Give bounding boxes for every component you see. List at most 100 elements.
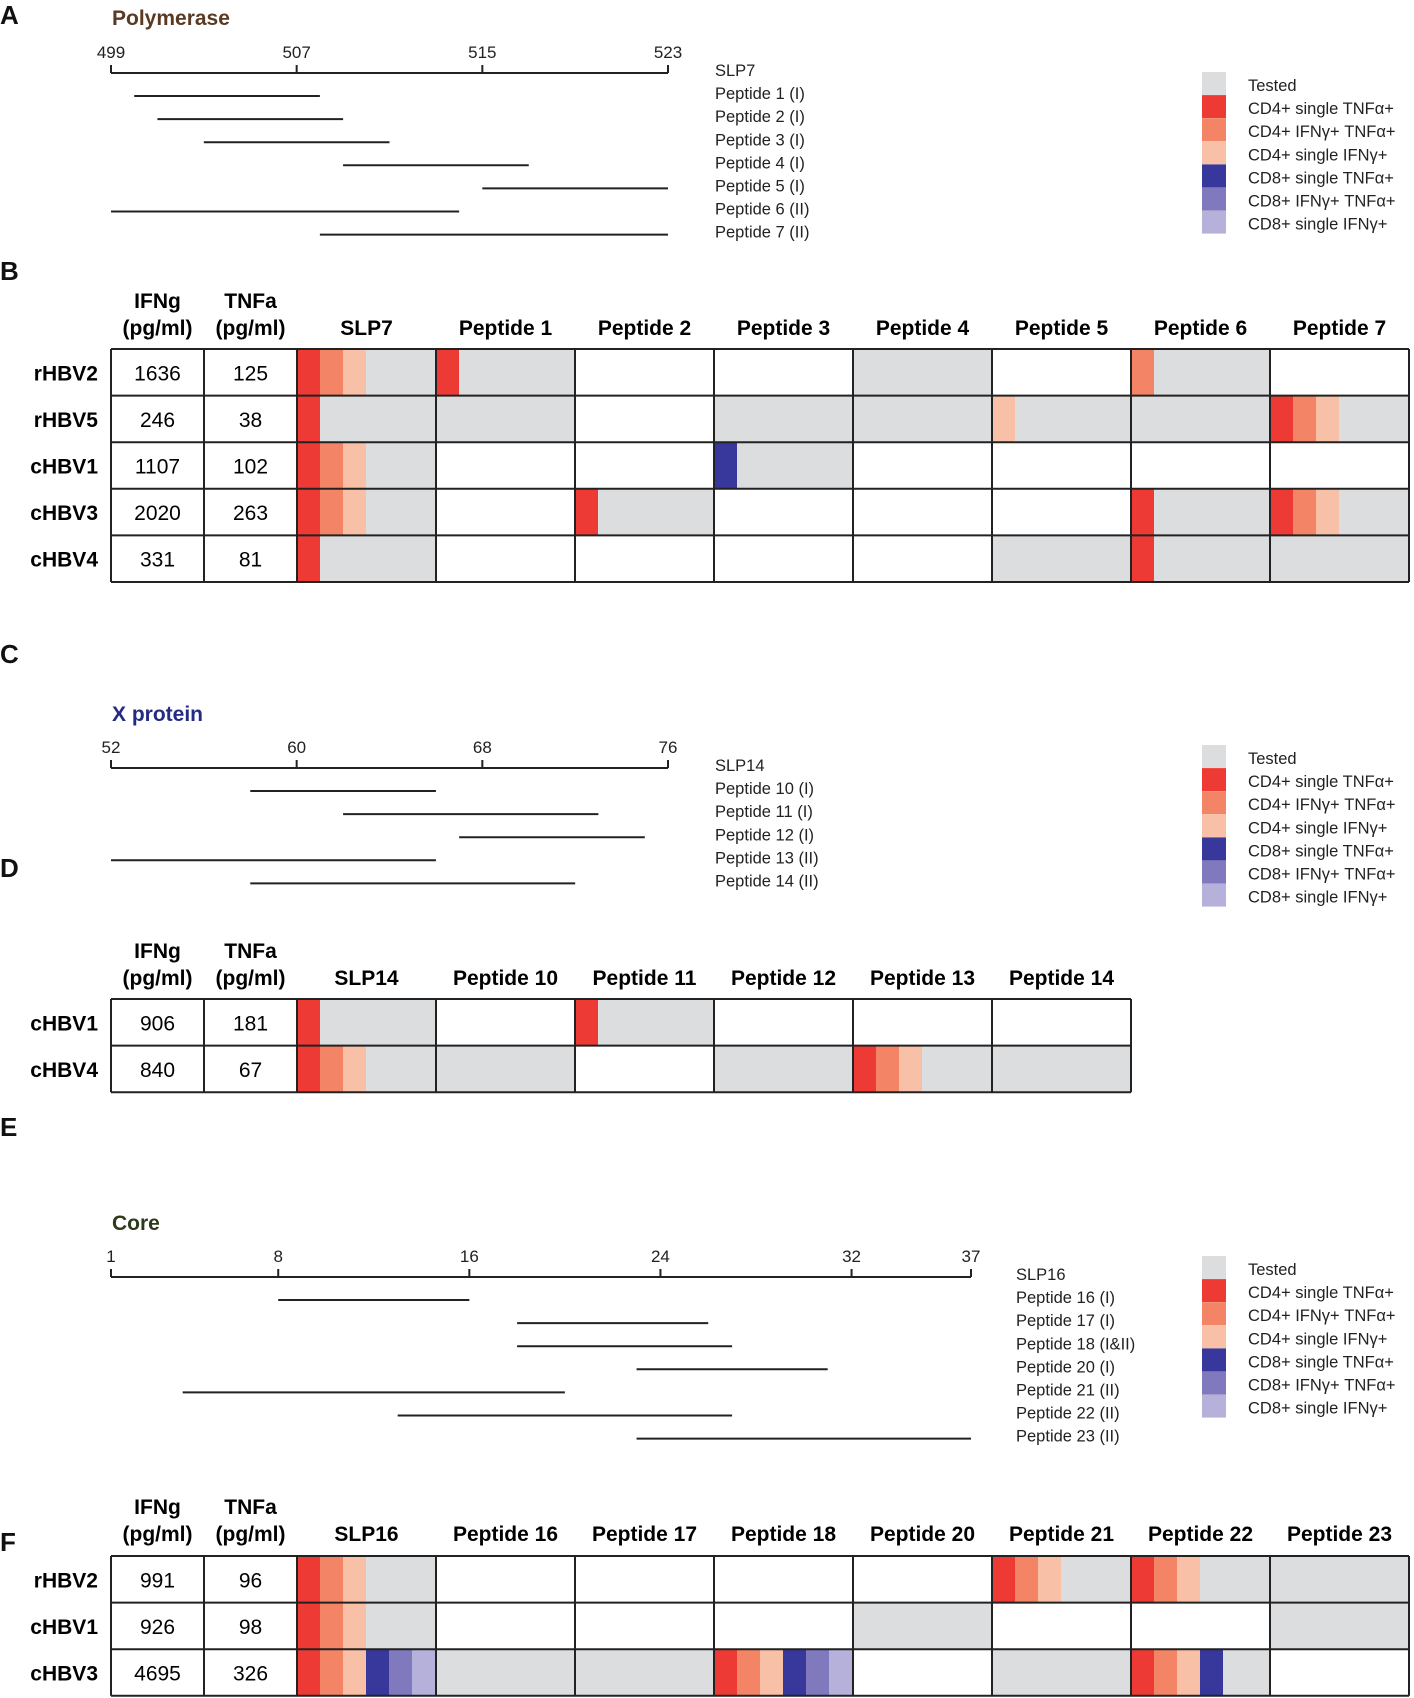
response-mark-cd4_ifng_tnfa <box>320 349 343 396</box>
heatmap-cell <box>1131 395 1270 443</box>
heatmap-cell <box>992 999 1131 1046</box>
tnfa-value: 81 <box>239 549 262 572</box>
peptide-span-label: Peptide 1 (I) <box>715 85 805 103</box>
response-mark-cd4_single_tnfa <box>1131 535 1154 582</box>
response-mark-cd4_single_tnfa <box>297 395 320 443</box>
column-header: Peptide 6 <box>1154 317 1247 340</box>
legend-swatch-cd4_single_tnfa-c <box>1202 768 1226 792</box>
legend-label-cd8_single_ifng-e: CD8+ single IFNγ+ <box>1248 1400 1387 1418</box>
heatmap-cell <box>575 349 714 396</box>
ifng-value: 840 <box>140 1059 175 1082</box>
column-header: Peptide 11 <box>593 967 697 990</box>
legend-swatch-cd4_single_tnfa-e <box>1202 1279 1226 1303</box>
heatmap-cell <box>575 488 714 536</box>
column-header: Peptide 17 <box>592 1523 697 1546</box>
legend-label-tested-a: Tested <box>1248 77 1297 95</box>
response-mark-cd4_single_ifng <box>1177 1556 1200 1603</box>
response-mark-cd4_single_ifng <box>343 488 366 536</box>
peptide-span-label: Peptide 4 (I) <box>715 154 805 172</box>
response-mark-cd4_single_tnfa <box>1270 488 1293 536</box>
response-mark-cd4_single_tnfa <box>714 1649 737 1696</box>
tnfa-value: 96 <box>239 1569 262 1592</box>
legend-swatch-cd8_single_ifng-e <box>1202 1394 1226 1418</box>
legend-label-cd8_single_tnfa-e: CD8+ single TNFα+ <box>1248 1353 1394 1371</box>
response-mark-cd4_single_ifng <box>343 442 366 489</box>
heatmap-cell <box>992 488 1131 536</box>
column-header: Peptide 10 <box>453 967 558 990</box>
response-mark-cd8_single_tnfa <box>714 442 737 489</box>
legend-swatch-cd8_ifng_tnfa-e <box>1202 1371 1226 1395</box>
peptide-span-label: Peptide 23 (II) <box>1016 1428 1120 1446</box>
peptide-span-label: Peptide 18 (I&II) <box>1016 1335 1135 1353</box>
legend-swatch-cd8_single_tnfa-a <box>1202 164 1226 188</box>
response-mark-cd4_single_tnfa <box>1131 488 1154 536</box>
legend-swatch-cd8_ifng_tnfa-a <box>1202 187 1226 211</box>
response-mark-cd8_single_ifng <box>829 1649 852 1696</box>
axis-tick-label: 68 <box>473 738 492 757</box>
response-mark-cd4_ifng_tnfa <box>876 1045 899 1093</box>
heatmap-cell <box>297 395 436 443</box>
legend-swatch-cd4_ifng_tnfa-e <box>1202 1302 1226 1326</box>
tnfa-unit-header: (pg/ml) <box>216 1523 286 1546</box>
heatmap-cell <box>575 442 714 489</box>
column-header: Peptide 2 <box>598 317 691 340</box>
response-mark-cd4_single_ifng <box>1316 395 1339 443</box>
response-mark-cd4_ifng_tnfa <box>737 1649 760 1696</box>
response-mark-cd4_single_tnfa <box>1270 395 1293 443</box>
legend-swatch-cd4_ifng_tnfa-a <box>1202 118 1226 142</box>
ifng-value: 1107 <box>135 456 180 479</box>
heatmap-cell <box>853 999 992 1046</box>
heatmap-cell <box>575 1045 714 1093</box>
response-mark-cd4_single_tnfa <box>297 442 320 489</box>
heatmap-cell <box>1270 535 1409 582</box>
heatmap-cell <box>1131 535 1270 582</box>
heatmap-cell <box>1270 442 1409 489</box>
row-name: cHBV1 <box>30 1012 98 1035</box>
response-mark-cd4_ifng_tnfa <box>1154 1649 1177 1696</box>
map-header-label-c: SLP14 <box>715 757 765 775</box>
axis-tick-label: 1 <box>106 1247 115 1266</box>
response-mark-cd4_single_ifng <box>760 1649 783 1696</box>
heatmap-cell <box>575 999 714 1046</box>
response-mark-cd4_ifng_tnfa <box>320 1045 343 1093</box>
heatmap-cell <box>436 535 575 582</box>
axis-tick-label: 16 <box>460 1247 479 1266</box>
column-header: Peptide 3 <box>737 317 830 340</box>
heatmap-cell <box>1270 1602 1409 1650</box>
tnfa-unit-header: (pg/ml) <box>216 967 286 990</box>
response-mark-cd4_single_tnfa <box>575 488 598 536</box>
response-mark-cd4_single_tnfa <box>297 1649 320 1696</box>
column-header: Peptide 21 <box>1009 1523 1114 1546</box>
heatmap-cell <box>1131 349 1270 396</box>
ifng-header: IFNg <box>134 1496 181 1519</box>
legend-label-cd4_single_ifng-a: CD4+ single IFNγ+ <box>1248 146 1387 164</box>
ifng-value: 2020 <box>134 502 181 525</box>
axis-tick-label: 32 <box>842 1247 861 1266</box>
tnfa-header: TNFa <box>224 290 277 313</box>
peptide-span-label: Peptide 16 (I) <box>1016 1289 1115 1307</box>
response-mark-cd4_single_ifng <box>343 1649 366 1696</box>
response-mark-cd4_ifng_tnfa <box>320 488 343 536</box>
response-mark-cd4_single_ifng <box>1316 488 1339 536</box>
ifng-value: 4695 <box>134 1663 181 1686</box>
heatmap-cell <box>714 488 853 536</box>
axis-tick-label: 24 <box>651 1247 670 1266</box>
heatmap-cell <box>853 488 992 536</box>
peptide-span-label: Peptide 12 (I) <box>715 826 814 844</box>
column-header: Peptide 5 <box>1015 317 1109 340</box>
peptide-span-label: Peptide 3 (I) <box>715 131 805 149</box>
legend-swatch-cd4_single_ifng-e <box>1202 1325 1226 1349</box>
row-name: rHBV2 <box>34 1569 98 1592</box>
legend-swatch-cd8_single_tnfa-e <box>1202 1348 1226 1372</box>
legend-label-cd4_single_tnfa-e: CD4+ single TNFα+ <box>1248 1284 1394 1302</box>
legend-label-cd4_single_ifng-e: CD4+ single IFNγ+ <box>1248 1330 1387 1348</box>
heatmap-cell <box>575 1649 714 1696</box>
legend-swatch-cd8_single_tnfa-c <box>1202 837 1226 861</box>
legend-swatch-cd8_single_ifng-a <box>1202 210 1226 234</box>
legend-label-cd4_single_tnfa-a: CD4+ single TNFα+ <box>1248 100 1394 118</box>
legend-label-tested-c: Tested <box>1248 750 1297 768</box>
axis-tick-label: 8 <box>273 1247 282 1266</box>
heatmap-cell <box>436 442 575 489</box>
response-mark-cd4_single_tnfa <box>297 1045 320 1093</box>
response-mark-cd8_single_tnfa <box>783 1649 806 1696</box>
